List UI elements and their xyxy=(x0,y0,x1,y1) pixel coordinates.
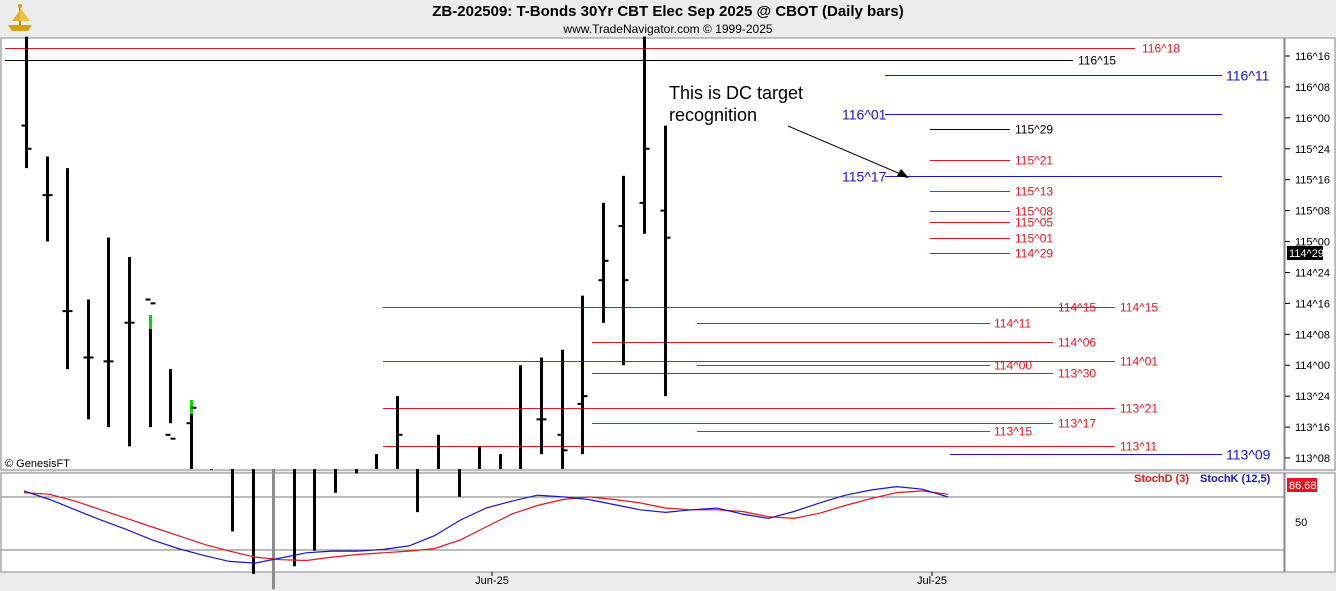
price-tick-label: 116^16 xyxy=(1295,51,1330,63)
level-label: 115^13 xyxy=(1015,185,1053,199)
annotation-line-1: This is DC target xyxy=(669,83,803,103)
price-tick-label: 114^00 xyxy=(1295,360,1330,372)
level-label: 114^01 xyxy=(1120,355,1158,369)
level-label: 113^09 xyxy=(1226,447,1271,463)
level-lines: 116^18 116^15 116^11 116^01 115^29 115^21 115^… xyxy=(5,42,1271,463)
level-label: 115^01 xyxy=(1015,232,1053,246)
level-label: 113^11 xyxy=(1120,440,1158,454)
level-label: 113^30 xyxy=(1058,367,1096,381)
stoch-y-tick-50: 50 xyxy=(1295,517,1307,529)
stoch-d-line xyxy=(23,490,949,562)
level-label: 115^17 xyxy=(842,169,887,185)
stoch-k-legend: StochK (12,5) xyxy=(1200,473,1271,485)
stoch-k-line xyxy=(23,485,949,564)
price-tick-label: 113^16 xyxy=(1295,422,1330,434)
date-tick-label: Jun-25 xyxy=(475,575,509,587)
level-label: 113^17 xyxy=(1058,417,1096,431)
level-label: 114^11 xyxy=(994,317,1032,331)
level-label: 115^21 xyxy=(1015,154,1053,168)
date-axis-ticks: Jun-25 Jul-25 xyxy=(475,572,947,587)
price-tick-label: 115^08 xyxy=(1295,206,1330,218)
price-tick-label: 113^08 xyxy=(1295,453,1330,465)
price-tick-label: 114^24 xyxy=(1295,267,1330,279)
price-tick-label: 114^08 xyxy=(1295,329,1330,341)
chart-subtitle: www.TradeNavigator.com © 1999-2025 xyxy=(563,22,773,36)
level-label: 116^01 xyxy=(842,107,887,123)
price-tick-label: 113^24 xyxy=(1295,391,1330,403)
price-tick-label: 116^08 xyxy=(1295,82,1330,94)
annotation-arrow xyxy=(787,125,904,176)
price-tick-label: 115^24 xyxy=(1295,144,1330,156)
stoch-current-box xyxy=(1287,478,1317,492)
stochastic-lines xyxy=(23,485,949,564)
date-tick-label: Jul-25 xyxy=(917,575,947,587)
level-label: 114^06 xyxy=(1058,336,1096,350)
level-label: 116^15 xyxy=(1078,54,1116,68)
level-label: 115^08 xyxy=(1015,205,1053,219)
chart-header: ZB-202509: T-Bonds 30Yr CBT Elec Sep 202… xyxy=(0,0,1336,38)
stoch-d-legend: StochD (3) xyxy=(1134,473,1189,485)
level-label: 114^29 xyxy=(1015,247,1053,261)
level-label: 113^21 xyxy=(1120,402,1158,416)
current-price-box xyxy=(1287,246,1323,260)
annotation-arrowhead xyxy=(897,169,909,178)
price-bars xyxy=(21,36,671,590)
level-label: 116^11 xyxy=(1226,68,1270,84)
price-tick-label: 115^00 xyxy=(1295,237,1330,249)
copyright-label: © GenesisFT xyxy=(5,458,70,470)
level-label: 114^00 xyxy=(994,359,1032,373)
stoch-current-label: 86.68 xyxy=(1289,480,1317,492)
gold-ship-logo-icon xyxy=(8,4,32,31)
price-tick-label: 114^16 xyxy=(1295,298,1330,310)
level-label: 115^05 xyxy=(1015,216,1053,230)
price-axis-ticks: 116^16 116^08 116^00 115^24 115^16 115^08 115^… xyxy=(1285,51,1330,465)
stoch-plot-bg xyxy=(0,472,1285,573)
level-label: 116^18 xyxy=(1142,42,1180,56)
level-label: 113^15 xyxy=(994,425,1032,439)
level-label: 114^15 xyxy=(1120,301,1158,315)
level-label: 115^29 xyxy=(1015,123,1053,137)
price-tick-label: 115^16 xyxy=(1295,175,1330,187)
annotation-line-2: recognition xyxy=(669,105,757,125)
chart-title: ZB-202509: T-Bonds 30Yr CBT Elec Sep 202… xyxy=(432,3,904,20)
main-plot-bg xyxy=(0,37,1285,471)
current-price-label: 114^29 xyxy=(1289,248,1324,260)
price-tick-label: 116^00 xyxy=(1295,113,1330,125)
